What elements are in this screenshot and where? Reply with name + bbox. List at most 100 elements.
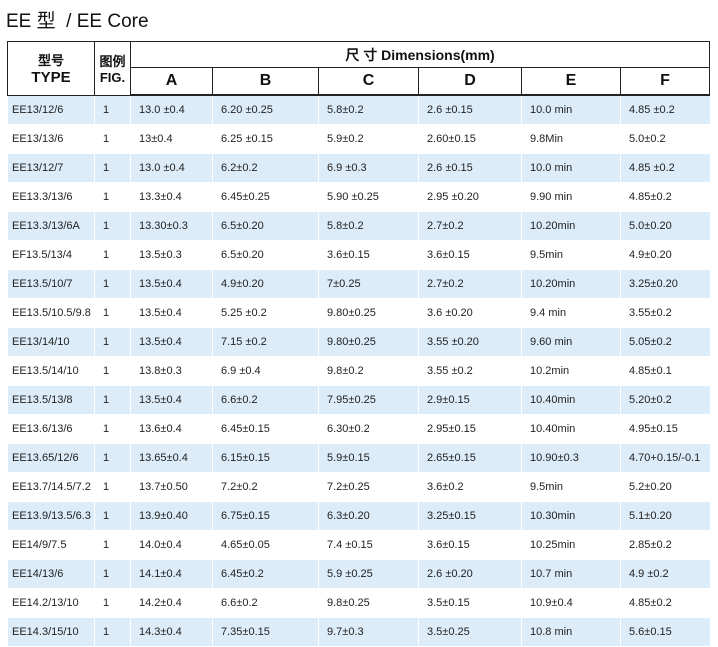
table-cell: 9.80±0.25 bbox=[318, 298, 419, 328]
table-cell: 5.25 ±0.2 bbox=[212, 298, 319, 328]
table-row: EE13.65/12/6 1 13.65±0.4 6.15±0.15 5.9±0.15 2… bbox=[7, 443, 710, 473]
fig-header-en: FIG. bbox=[99, 70, 126, 86]
table-cell: 4.9±0.20 bbox=[212, 269, 319, 299]
table-row: EE14.3/15/10 1 14.3±0.4 7.35±0.15 9.7±0.3 3.5… bbox=[7, 617, 710, 647]
table-cell: 5.0±0.20 bbox=[619, 211, 710, 241]
table-cell: EE13.5/10.5/9.8 bbox=[7, 298, 95, 328]
table-cell: 9.4 min bbox=[521, 298, 621, 328]
table-cell: EE13/12/6 bbox=[7, 95, 95, 125]
table-cell: 5.8±0.2 bbox=[318, 211, 419, 241]
table-row: EE13.9/13.5/6.3 1 13.9±0.40 6.75±0.15 6.3±0.… bbox=[7, 501, 710, 531]
table-cell: 10.0 min bbox=[521, 95, 621, 125]
table-cell: 2.85±0.2 bbox=[619, 530, 710, 560]
table-cell: 3.5±0.15 bbox=[418, 588, 522, 618]
table-cell: 2.9±0.15 bbox=[418, 385, 522, 415]
table-cell: 6.45±0.15 bbox=[212, 414, 319, 444]
column-header: E bbox=[521, 67, 621, 96]
table-cell: 2.65±0.15 bbox=[418, 443, 522, 473]
table-cell: 4.9 ±0.2 bbox=[619, 559, 710, 589]
table-cell: 6.20 ±0.25 bbox=[212, 95, 319, 125]
table-row: EE13.5/14/10 1 13.8±0.3 6.9 ±0.4 9.8±0.2 3.55… bbox=[7, 356, 710, 386]
table-cell: 1 bbox=[94, 617, 131, 647]
table-cell: 14.0±0.4 bbox=[130, 530, 213, 560]
table-cell: 13±0.4 bbox=[130, 124, 213, 154]
table-cell: 10.30min bbox=[521, 501, 621, 531]
table-cell: 4.95±0.15 bbox=[619, 414, 710, 444]
table-cell: 4.85±0.1 bbox=[619, 356, 710, 386]
table-cell: 6.2±0.2 bbox=[212, 153, 319, 183]
table-cell: 9.90 min bbox=[521, 182, 621, 212]
table-cell: 9.8±0.25 bbox=[318, 588, 419, 618]
table-cell: 3.6±0.2 bbox=[418, 472, 522, 502]
table-row: EE13/12/6 1 13.0 ±0.4 6.20 ±0.25 5.8±0.2 2.6 … bbox=[7, 95, 710, 125]
table-row: EE14.2/13/10 1 14.2±0.4 6.6±0.2 9.8±0.25 3.5±… bbox=[7, 588, 710, 618]
table-cell: 13.5±0.4 bbox=[130, 327, 213, 357]
table-row: EE13.7/14.5/7.2 1 13.7±0.50 7.2±0.2 7.2±0.25… bbox=[7, 472, 710, 502]
table-cell: 6.45±0.2 bbox=[212, 559, 319, 589]
table-cell: 10.8 min bbox=[521, 617, 621, 647]
table-cell: 14.3±0.4 bbox=[130, 617, 213, 647]
table-cell: 5.1±0.20 bbox=[619, 501, 710, 531]
table-cell: EE13/12/7 bbox=[7, 153, 95, 183]
table-cell: 1 bbox=[94, 153, 131, 183]
table-cell: 6.5±0.20 bbox=[212, 240, 319, 270]
table-cell: 3.55 ±0.2 bbox=[418, 356, 522, 386]
table-cell: 10.90±0.3 bbox=[521, 443, 621, 473]
column-header: C bbox=[318, 67, 419, 96]
table-row: EE13.5/10.5/9.8 1 13.5±0.4 5.25 ±0.2 9.80±0.… bbox=[7, 298, 710, 328]
table-cell: 2.6 ±0.15 bbox=[418, 95, 522, 125]
table-cell: EE13.9/13.5/6.3 bbox=[7, 501, 95, 531]
table-cell: 9.5min bbox=[521, 472, 621, 502]
table-cell: EE13/13/6 bbox=[7, 124, 95, 154]
table-row: EF13.5/13/4 1 13.5±0.3 6.5±0.20 3.6±0.15 3.6±… bbox=[7, 240, 710, 270]
table-cell: 13.9±0.40 bbox=[130, 501, 213, 531]
table-cell: 14.2±0.4 bbox=[130, 588, 213, 618]
table-cell: 5.6±0.15 bbox=[619, 617, 710, 647]
table-cell: 2.7±0.2 bbox=[418, 211, 522, 241]
table-cell: 10.25min bbox=[521, 530, 621, 560]
column-header: D bbox=[418, 67, 522, 96]
table-cell: 6.6±0.2 bbox=[212, 385, 319, 415]
table-cell: 10.40min bbox=[521, 385, 621, 415]
table-cell: 4.85 ±0.2 bbox=[619, 153, 710, 183]
table-cell: 4.85±0.2 bbox=[619, 588, 710, 618]
table-cell: 1 bbox=[94, 182, 131, 212]
table-cell: EE14/9/7.5 bbox=[7, 530, 95, 560]
table-cell: 3.25±0.15 bbox=[418, 501, 522, 531]
table-cell: 10.40min bbox=[521, 414, 621, 444]
table-cell: 3.6±0.15 bbox=[318, 240, 419, 270]
table-cell: EE13.65/12/6 bbox=[7, 443, 95, 473]
table-cell: 7.2±0.2 bbox=[212, 472, 319, 502]
table-cell: 6.45±0.25 bbox=[212, 182, 319, 212]
table-cell: 1 bbox=[94, 356, 131, 386]
table-cell: 6.6±0.2 bbox=[212, 588, 319, 618]
column-header: B bbox=[212, 67, 319, 96]
table-cell: EE13.5/13/8 bbox=[7, 385, 95, 415]
table-row: EE13.3/13/6 1 13.3±0.4 6.45±0.25 5.90 ±0.25 2… bbox=[7, 182, 710, 212]
table-cell: 1 bbox=[94, 559, 131, 589]
table-cell: 2.7±0.2 bbox=[418, 269, 522, 299]
table-cell: 3.5±0.25 bbox=[418, 617, 522, 647]
table-cell: 7.35±0.15 bbox=[212, 617, 319, 647]
dim-header: 尺 寸 Dimensions(mm) bbox=[129, 41, 711, 68]
table-cell: 1 bbox=[94, 211, 131, 241]
table-row: EE13.5/13/8 1 13.5±0.4 6.6±0.2 7.95±0.25 2.9±… bbox=[7, 385, 710, 415]
table-cell: 3.25±0.20 bbox=[619, 269, 710, 299]
table-cell: 5.8±0.2 bbox=[318, 95, 419, 125]
table-cell: 6.75±0.15 bbox=[212, 501, 319, 531]
table-cell: 5.20±0.2 bbox=[619, 385, 710, 415]
table-cell: 9.5min bbox=[521, 240, 621, 270]
title: EE 型 / EE Core bbox=[6, 11, 149, 32]
table-cell: 3.6±0.15 bbox=[418, 240, 522, 270]
table-cell: 1 bbox=[94, 298, 131, 328]
table-row: EE14/13/6 1 14.1±0.4 6.45±0.2 5.9 ±0.25 2.6 ±… bbox=[7, 559, 710, 589]
table-cell: 5.9 ±0.25 bbox=[318, 559, 419, 589]
table-cell: 10.2min bbox=[521, 356, 621, 386]
table-cell: 10.9±0.4 bbox=[521, 588, 621, 618]
type-header-cn: 型号 bbox=[37, 53, 64, 69]
table-cell: EE14.2/13/10 bbox=[7, 588, 95, 618]
table-cell: 7.2±0.25 bbox=[318, 472, 419, 502]
table-cell: EE14.3/15/10 bbox=[7, 617, 95, 647]
column-header: A bbox=[130, 67, 213, 96]
